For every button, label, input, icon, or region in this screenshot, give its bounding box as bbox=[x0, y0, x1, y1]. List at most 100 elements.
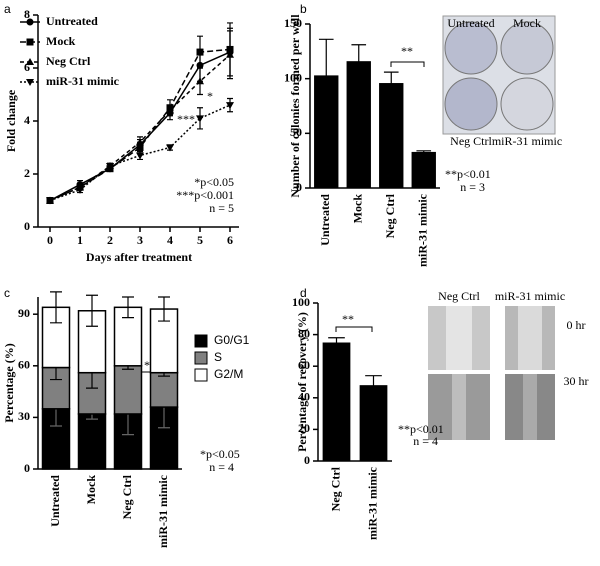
marker bbox=[196, 77, 204, 85]
x-tick-label: miR-31 mimic bbox=[416, 193, 430, 267]
x-tick-label: Mock bbox=[84, 475, 98, 505]
marker bbox=[166, 106, 174, 114]
y-tick-label: 60 bbox=[18, 358, 30, 372]
y-tick-label: 0 bbox=[24, 461, 30, 475]
legend-swatch bbox=[194, 334, 208, 348]
annotation: ***p<0.001 bbox=[176, 188, 234, 202]
y-tick-label: 80 bbox=[298, 326, 310, 340]
bar-segment bbox=[77, 413, 107, 470]
annotation: *** bbox=[177, 112, 195, 126]
annotation: ** bbox=[342, 312, 354, 326]
legend-marker bbox=[26, 18, 34, 26]
image-label: 30 hr bbox=[564, 374, 589, 388]
annotation: **p<0.01 bbox=[398, 422, 444, 436]
y-tick-label: 0 bbox=[24, 219, 30, 233]
marker bbox=[136, 138, 144, 146]
marker bbox=[76, 186, 84, 194]
annotation: ** bbox=[401, 44, 413, 58]
x-tick-label: 2 bbox=[107, 233, 113, 247]
marker bbox=[46, 197, 54, 205]
marker bbox=[136, 152, 144, 160]
panel-label: d bbox=[300, 286, 307, 300]
error-bar bbox=[50, 291, 62, 324]
x-tick-label: 5 bbox=[197, 233, 203, 247]
x-tick-label: miR-31 mimic bbox=[365, 466, 379, 540]
legend-swatch bbox=[194, 351, 208, 365]
panel-label: b bbox=[300, 2, 307, 16]
bar-segment bbox=[149, 371, 179, 408]
x-tick-label: 3 bbox=[137, 233, 143, 247]
panel-label: a bbox=[4, 2, 11, 16]
y-tick-label: 100 bbox=[292, 295, 310, 309]
x-tick-label: Neg Ctrl bbox=[328, 466, 342, 511]
x-tick-label: Neg Ctrl bbox=[120, 474, 134, 519]
y-tick-label: 0 bbox=[296, 180, 302, 194]
legend-marker bbox=[26, 38, 34, 46]
y-axis-label: Fold change bbox=[4, 89, 18, 152]
annotation: n = 3 bbox=[460, 180, 485, 194]
y-tick-label: 4 bbox=[24, 113, 30, 127]
legend-label: S bbox=[214, 350, 222, 364]
y-axis-label: Percentage of recovery (%) bbox=[295, 312, 309, 452]
y-tick-label: 0 bbox=[304, 453, 310, 467]
y-tick-label: 50 bbox=[290, 125, 302, 139]
y-tick-label: 2 bbox=[24, 166, 30, 180]
legend-marker bbox=[26, 79, 34, 86]
y-tick-label: 6 bbox=[24, 60, 30, 74]
panel-label: c bbox=[4, 286, 10, 300]
y-tick-label: 60 bbox=[298, 358, 310, 372]
image-label: Neg Ctrl bbox=[438, 289, 480, 303]
error-bar bbox=[86, 294, 98, 327]
bar bbox=[359, 385, 388, 461]
bar bbox=[314, 75, 339, 188]
error-bar bbox=[158, 296, 170, 322]
annotation: * bbox=[207, 89, 213, 103]
bar bbox=[322, 342, 351, 461]
legend-marker bbox=[26, 58, 34, 65]
marker bbox=[196, 48, 204, 56]
x-tick-label: 4 bbox=[167, 233, 173, 247]
x-tick-label: Untreated bbox=[318, 194, 332, 246]
annotation: n = 5 bbox=[209, 201, 234, 215]
legend-label: miR-31 mimic bbox=[46, 74, 120, 88]
legend-label: G0/G1 bbox=[214, 333, 250, 347]
significance-bracket bbox=[390, 61, 425, 67]
image-label: miR-31 mimic bbox=[492, 134, 562, 148]
legend-swatch bbox=[194, 368, 208, 382]
y-tick-label: 150 bbox=[284, 16, 302, 30]
marker bbox=[106, 163, 114, 171]
annotation: **p<0.01 bbox=[445, 167, 491, 181]
marker bbox=[226, 50, 234, 58]
y-tick-label: 100 bbox=[284, 70, 302, 84]
x-tick-label: 0 bbox=[47, 233, 53, 247]
x-tick-label: Neg Ctrl bbox=[383, 193, 397, 238]
x-axis-label: Days after treatment bbox=[86, 250, 192, 264]
y-tick-label: 40 bbox=[298, 390, 310, 404]
photo-colonies bbox=[442, 15, 556, 135]
x-tick-label: 6 bbox=[227, 233, 233, 247]
image-label: Neg Ctrl bbox=[450, 134, 492, 148]
photo-wound bbox=[428, 306, 555, 440]
significance-bracket bbox=[335, 326, 373, 332]
bar bbox=[379, 83, 404, 188]
legend-label: Mock bbox=[46, 34, 76, 48]
y-tick-label: 30 bbox=[18, 409, 30, 423]
image-label: Mock bbox=[513, 16, 541, 30]
y-axis-label: Percentage (%) bbox=[2, 343, 16, 422]
annotation: * bbox=[144, 358, 150, 372]
annotation: *p<0.05 bbox=[194, 175, 234, 189]
bar-segment bbox=[113, 365, 143, 415]
image-label: miR-31 mimic bbox=[495, 289, 565, 303]
error-bar bbox=[122, 296, 134, 319]
legend-label: Untreated bbox=[46, 14, 98, 28]
x-tick-label: miR-31 mimic bbox=[156, 474, 170, 548]
marker bbox=[226, 102, 234, 110]
y-tick-label: 20 bbox=[298, 421, 310, 435]
annotation: *p<0.05 bbox=[200, 447, 240, 461]
y-axis-label: Number of colonies formed per well bbox=[288, 14, 302, 198]
legend-label: Neg Ctrl bbox=[46, 54, 91, 68]
bar bbox=[346, 61, 371, 188]
y-tick-label: 90 bbox=[18, 306, 30, 320]
x-tick-label: 1 bbox=[77, 233, 83, 247]
